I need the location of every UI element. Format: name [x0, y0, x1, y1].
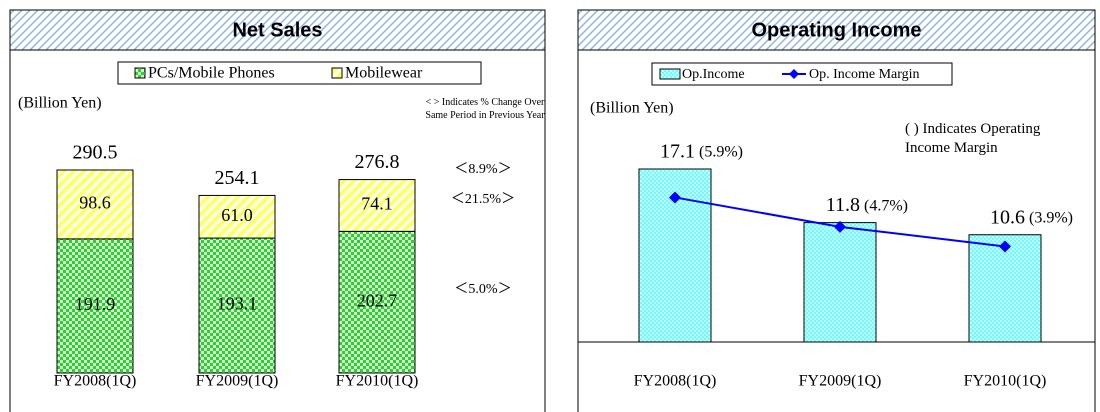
- x-tick-label: FY2008(1Q): [634, 373, 717, 390]
- marker: [999, 240, 1011, 253]
- legend-swatch: [659, 68, 681, 80]
- unit-label: (Billion Yen): [18, 95, 102, 112]
- legend-label: Op. Income Margin: [809, 67, 920, 82]
- x-tick-label: FY2008(1Q): [54, 373, 137, 390]
- total-label: 276.8: [355, 151, 400, 173]
- change-label: ＜5.0%＞: [454, 282, 511, 297]
- chart-title: Net Sales: [232, 19, 322, 41]
- change-label: ＜21.5%＞: [451, 192, 515, 207]
- value-label: 10.6: [990, 206, 1025, 228]
- legend-label: PCs/Mobile Phones: [148, 65, 275, 82]
- bar-segment: [56, 169, 134, 240]
- legend-swatch: [331, 67, 343, 79]
- x-tick-label: FY2010(1Q): [336, 373, 419, 390]
- bar-segment: [338, 179, 416, 232]
- value-label: 74.1: [361, 194, 393, 214]
- total-label: 290.5: [73, 142, 118, 164]
- change-label: ＜8.9%＞: [454, 162, 511, 177]
- legend-marker: [789, 69, 799, 79]
- bar: [803, 222, 877, 343]
- value-label: 193.1: [217, 294, 258, 314]
- bar: [968, 234, 1042, 343]
- value-label: 202.7: [357, 290, 398, 310]
- panel-header: [9, 9, 546, 51]
- legend-label: Op.Income: [682, 67, 745, 82]
- marker: [669, 191, 681, 204]
- x-tick-label: FY2009(1Q): [799, 373, 882, 390]
- value-label: 17.1: [660, 141, 695, 163]
- x-tick-label: FY2010(1Q): [964, 373, 1047, 390]
- value-label: 98.6: [79, 193, 111, 213]
- margin-label: (4.7%): [864, 197, 908, 214]
- bar-segment: [198, 194, 276, 239]
- margin-label: (3.9%): [1029, 209, 1073, 226]
- legend-label: Mobilewear: [345, 65, 423, 82]
- x-tick-label: FY2009(1Q): [196, 373, 279, 390]
- total-label: 254.1: [215, 167, 260, 189]
- value-label: 11.8: [826, 194, 860, 216]
- panel-header: [577, 9, 1096, 51]
- margin-label: (5.9%): [699, 144, 743, 161]
- legend-swatch: [134, 67, 146, 79]
- value-label: 61.0: [221, 205, 253, 225]
- note: ( ) Indicates Operating Income Margin: [905, 121, 1041, 156]
- legend-box: [117, 61, 482, 85]
- note: < > Indicates % Change Over Same Period …: [425, 97, 545, 121]
- unit-label: (Billion Yen): [590, 100, 674, 117]
- bar-segment: [56, 238, 134, 374]
- value-label: 191.9: [75, 294, 116, 314]
- chart-title: Operating Income: [751, 19, 921, 41]
- marker: [834, 220, 846, 233]
